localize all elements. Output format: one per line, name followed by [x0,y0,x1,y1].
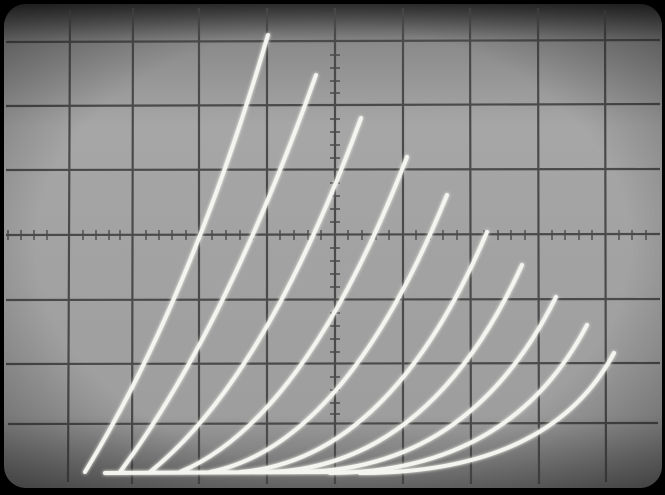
trace [358,351,616,475]
trace [208,193,449,474]
trace [148,116,363,474]
baseline-trace [103,470,332,475]
screen-vignette [4,4,662,488]
trace [178,155,409,474]
trace [83,33,270,474]
trace [298,295,558,474]
trace-curves [83,33,616,475]
trace [328,323,589,475]
trace [238,230,489,474]
trace [268,263,524,474]
trace [118,73,318,474]
